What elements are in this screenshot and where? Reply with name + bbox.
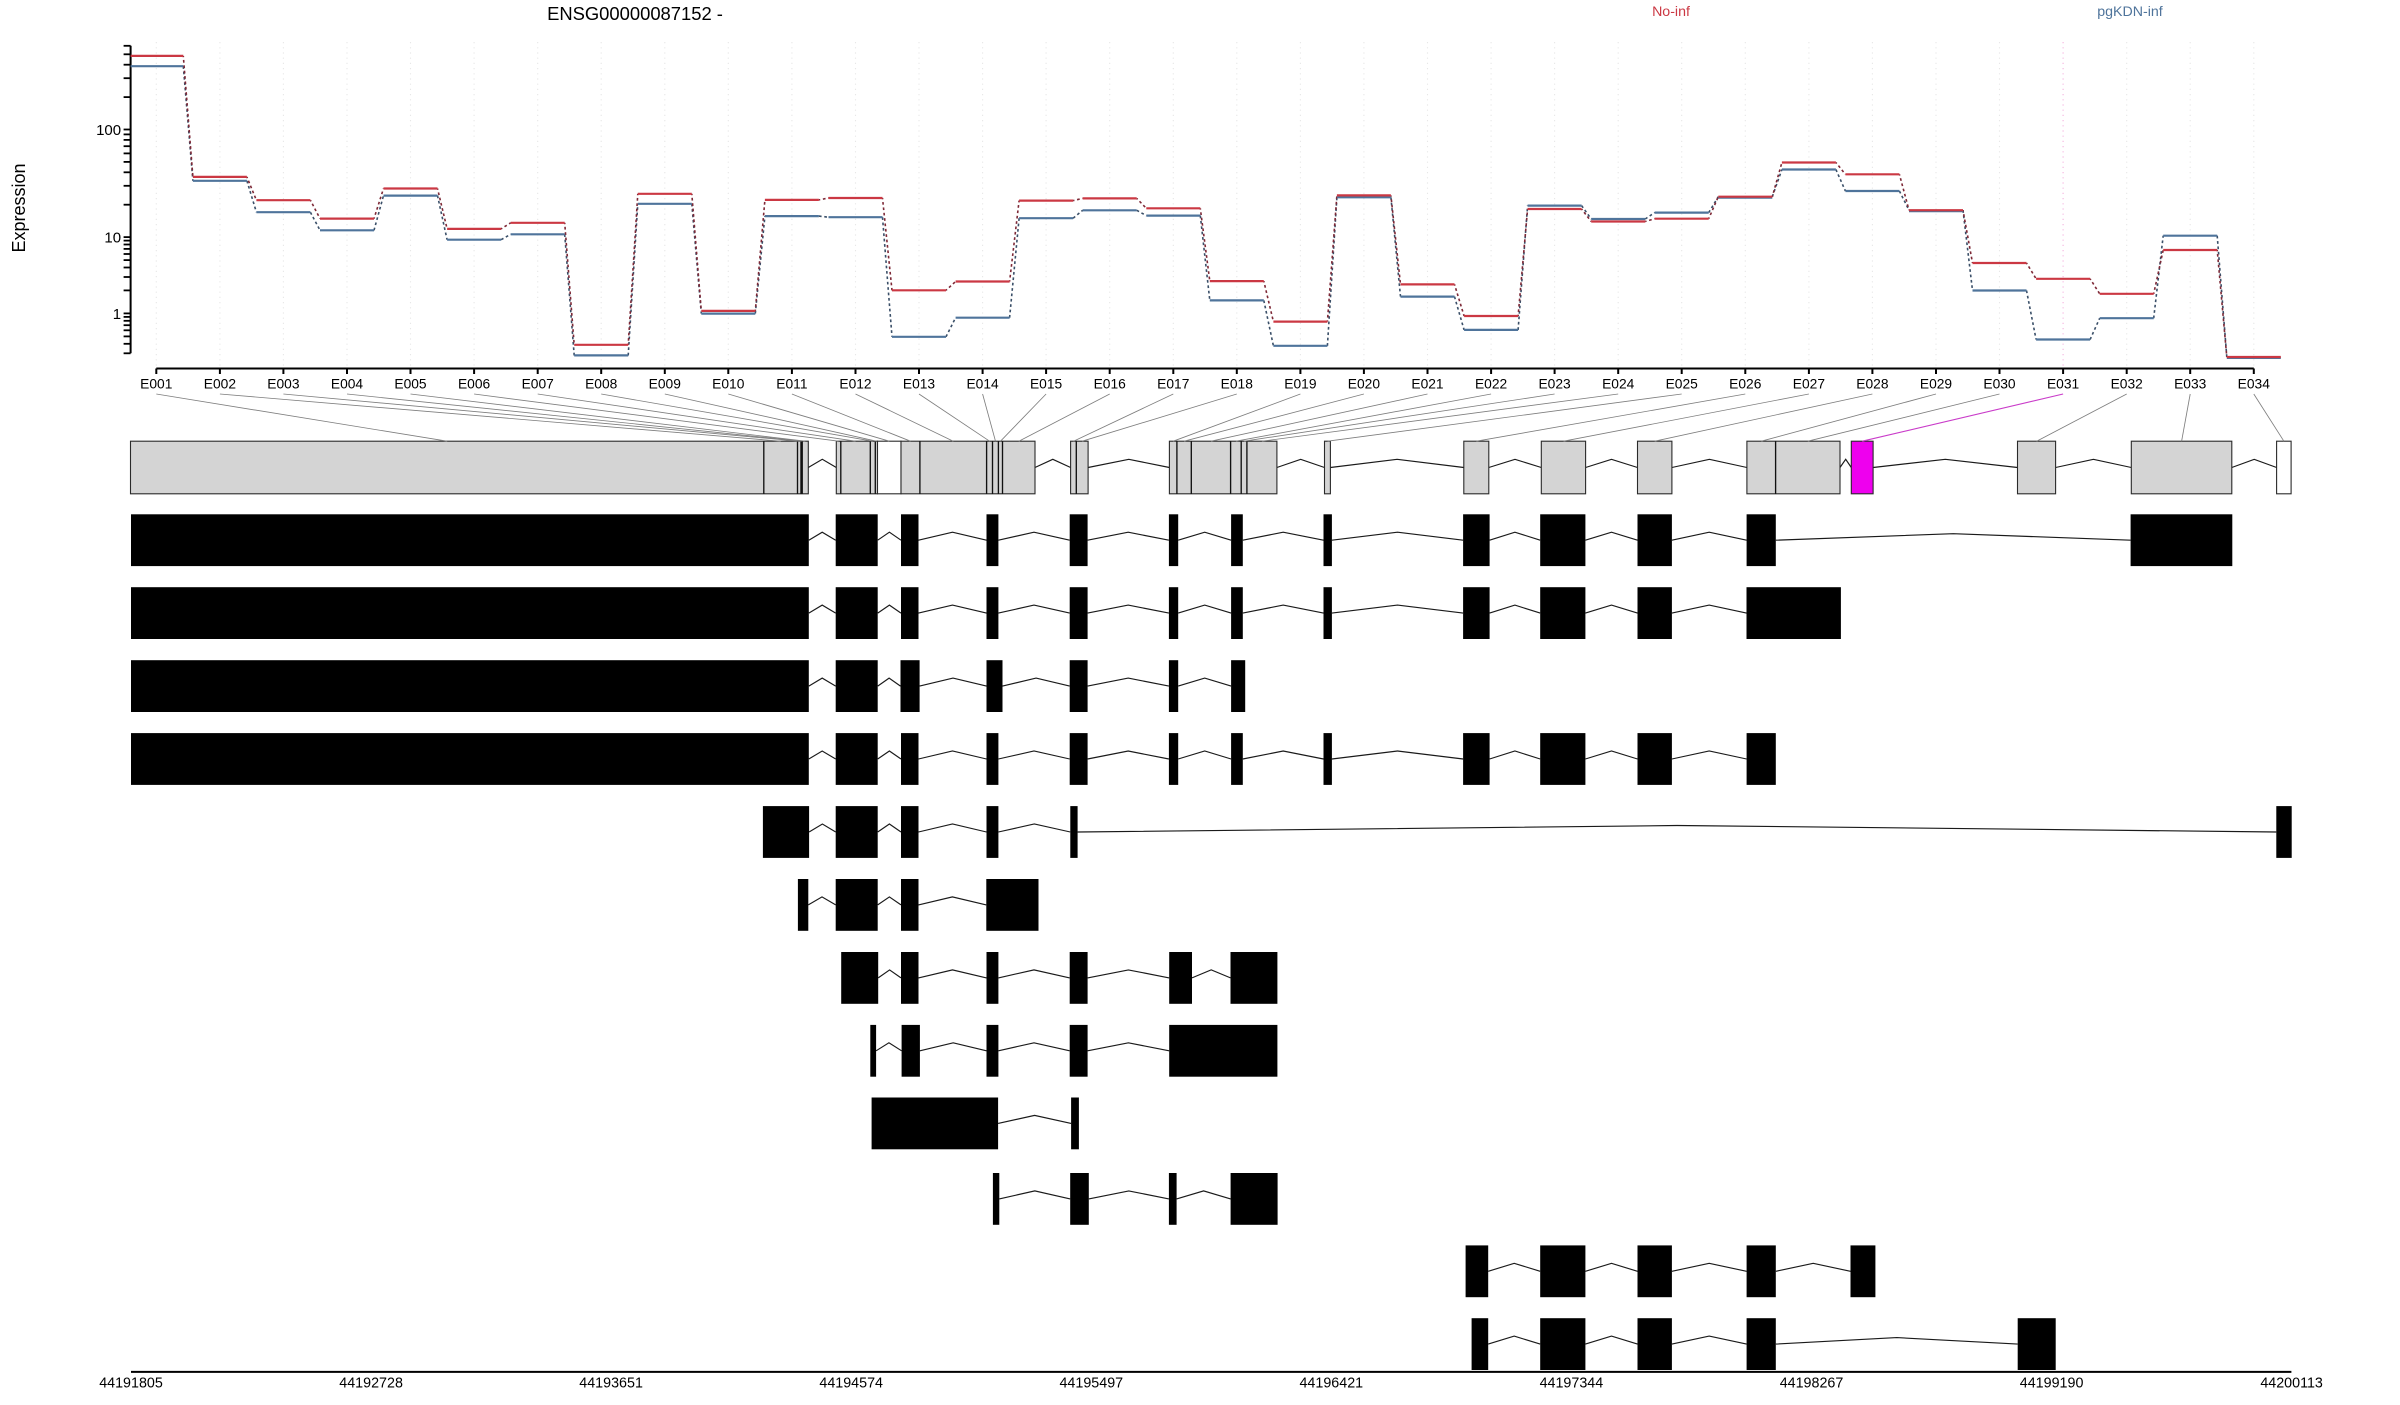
svg-text:E003: E003 <box>267 377 300 392</box>
svg-text:E012: E012 <box>839 377 871 392</box>
svg-text:44191805: 44191805 <box>99 1376 163 1392</box>
svg-text:44194574: 44194574 <box>819 1376 883 1392</box>
svg-text:44198267: 44198267 <box>1780 1376 1844 1392</box>
svg-text:E006: E006 <box>458 377 491 392</box>
svg-text:44193651: 44193651 <box>579 1376 643 1392</box>
svg-text:E004: E004 <box>331 377 364 392</box>
svg-text:E031: E031 <box>2047 377 2079 392</box>
svg-text:E002: E002 <box>204 377 236 392</box>
svg-text:E021: E021 <box>1411 377 1443 392</box>
svg-text:E019: E019 <box>1284 377 1317 392</box>
svg-text:E034: E034 <box>2238 377 2271 392</box>
svg-text:ENSG00000087152 -: ENSG00000087152 - <box>547 3 723 24</box>
svg-text:E018: E018 <box>1221 377 1254 392</box>
svg-text:E013: E013 <box>903 377 936 392</box>
svg-text:Expression: Expression <box>9 163 29 252</box>
svg-text:E029: E029 <box>1920 377 1953 392</box>
svg-text:E011: E011 <box>776 377 807 392</box>
svg-text:E024: E024 <box>1602 377 1635 392</box>
svg-text:44200113: 44200113 <box>2260 1376 2323 1392</box>
svg-text:E017: E017 <box>1157 377 1189 392</box>
svg-text:44195497: 44195497 <box>1059 1376 1123 1392</box>
svg-text:pgKDN-inf: pgKDN-inf <box>2097 4 2163 20</box>
svg-text:No-inf: No-inf <box>1652 4 1690 20</box>
svg-text:E001: E001 <box>140 377 172 392</box>
svg-text:E016: E016 <box>1094 377 1127 392</box>
svg-text:10: 10 <box>104 230 121 247</box>
svg-text:E020: E020 <box>1348 377 1381 392</box>
svg-text:E015: E015 <box>1030 377 1063 392</box>
svg-text:44197344: 44197344 <box>1540 1376 1604 1392</box>
svg-text:E022: E022 <box>1475 377 1507 392</box>
svg-text:E010: E010 <box>712 377 745 392</box>
svg-text:E008: E008 <box>585 377 618 392</box>
svg-text:E014: E014 <box>966 377 999 392</box>
svg-text:E026: E026 <box>1729 377 1762 392</box>
svg-text:E023: E023 <box>1538 377 1571 392</box>
svg-text:E027: E027 <box>1793 377 1825 392</box>
svg-text:E030: E030 <box>1983 377 2016 392</box>
svg-text:100: 100 <box>96 122 121 139</box>
svg-text:E028: E028 <box>1856 377 1889 392</box>
svg-text:1: 1 <box>113 306 121 323</box>
svg-text:E007: E007 <box>522 377 554 392</box>
svg-text:E032: E032 <box>2111 377 2143 392</box>
svg-text:44199190: 44199190 <box>2020 1376 2084 1392</box>
svg-text:44192728: 44192728 <box>339 1376 403 1392</box>
svg-text:44196421: 44196421 <box>1299 1376 1363 1392</box>
svg-text:E033: E033 <box>2174 377 2207 392</box>
svg-text:E025: E025 <box>1666 377 1699 392</box>
svg-text:E005: E005 <box>394 377 427 392</box>
svg-text:E009: E009 <box>649 377 682 392</box>
